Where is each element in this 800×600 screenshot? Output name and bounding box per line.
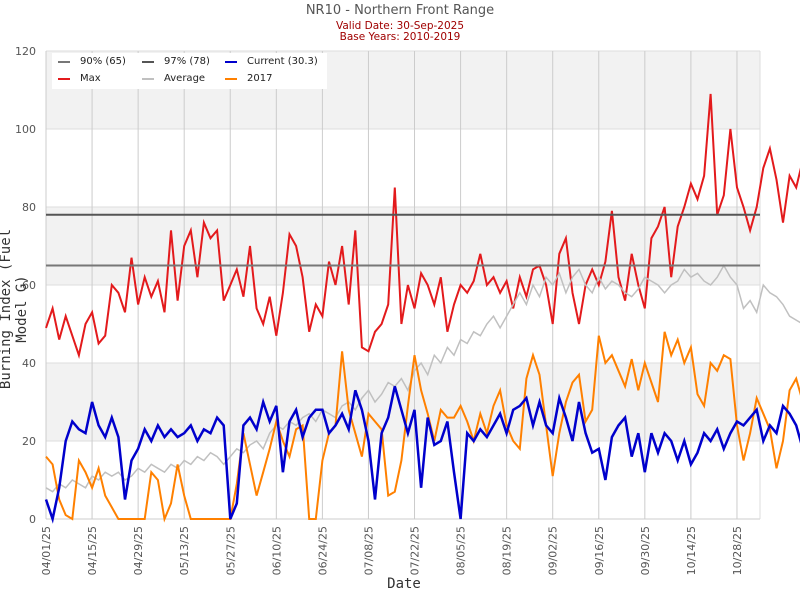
x-tick-labels: 04/01/25 04/15/25 04/29/25 05/13/25 05/27/25… <box>40 526 744 575</box>
y-tick-label: 60 <box>22 279 36 292</box>
x-tick-label: 06/24/25 <box>316 526 329 575</box>
legend-swatch-current <box>225 61 237 63</box>
series-2017 <box>45 331 800 523</box>
x-tick-label: 06/10/25 <box>270 526 283 575</box>
y-tick-label: 40 <box>22 357 36 370</box>
background-band <box>46 207 760 285</box>
legend-swatch-97pct <box>142 61 154 63</box>
x-tick-label: 05/13/25 <box>178 526 191 575</box>
threshold-lines <box>46 213 760 267</box>
y-tick-label: 100 <box>15 123 36 136</box>
legend: 90% (65) 97% (78) Current (30.3) Max Ave… <box>52 53 327 89</box>
legend-swatch-average <box>142 78 154 80</box>
series-average <box>45 263 800 493</box>
legend-swatch-2017 <box>225 78 237 80</box>
chart-title: NR10 - Northern Front Range <box>305 3 495 18</box>
x-tick-label: 04/15/25 <box>86 526 99 575</box>
x-tick-label: 07/08/25 <box>362 526 375 575</box>
y-tick-labels: 0 20 40 60 80 100 120 <box>15 45 36 526</box>
series-current <box>44 386 800 524</box>
x-tick-label: 10/14/25 <box>685 526 698 575</box>
x-tick-label: 04/01/25 <box>40 526 53 575</box>
x-tick-label: 09/30/25 <box>639 526 652 575</box>
legend-label: 90% (65) <box>80 56 126 67</box>
x-axis-label: Date <box>387 576 421 592</box>
y-axis-label: Burning Index (Fuel Model G) <box>0 228 30 390</box>
x-tick-label: 09/16/25 <box>593 526 606 575</box>
x-tick-label: 07/22/25 <box>409 526 422 575</box>
legend-label: 97% (78) <box>164 56 210 67</box>
x-tick-label: 04/29/25 <box>132 526 145 575</box>
x-tick-label: 10/28/25 <box>731 526 744 575</box>
legend-swatch-max <box>58 78 70 80</box>
valid-date-subtitle: Valid Date: 30-Sep-2025 <box>335 20 465 32</box>
y-tick-label: 80 <box>22 201 36 214</box>
legend-label: 2017 <box>247 73 273 84</box>
legend-label: Current (30.3) <box>247 56 318 67</box>
legend-swatch-90pct <box>58 61 70 63</box>
x-tick-label: 08/19/25 <box>501 526 514 575</box>
x-tick-label: 08/05/25 <box>455 526 468 575</box>
x-tick-label: 05/27/25 <box>224 526 237 575</box>
y-tick-label: 120 <box>15 45 36 58</box>
background-band <box>46 363 760 441</box>
legend-label: Average <box>164 73 206 84</box>
y-tick-label: 20 <box>22 435 36 448</box>
y-tick-label: 0 <box>29 513 36 526</box>
x-tick-label: 09/02/25 <box>547 526 560 575</box>
base-years-subtitle: Base Years: 2010-2019 <box>339 31 461 43</box>
legend-label: Max <box>80 73 101 84</box>
series-lines <box>44 93 800 524</box>
series-max <box>45 93 800 359</box>
